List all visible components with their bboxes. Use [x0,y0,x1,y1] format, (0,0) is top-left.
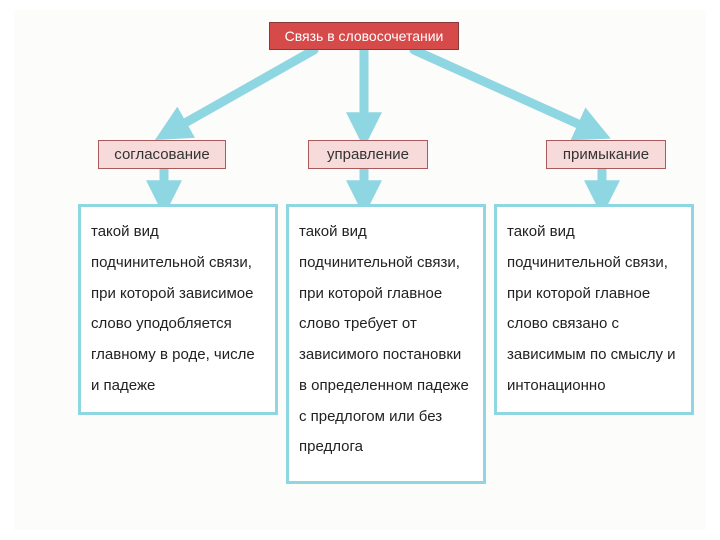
description-text: такой вид подчинительной связи, при кото… [91,223,255,394]
description-text: такой вид подчинительной связи, при кото… [507,223,676,394]
diagram-canvas: Связь в словосочетании согласование управ… [14,10,706,530]
connector-arrow [414,50,596,132]
connector-arrow [169,50,314,132]
type-label: примыкание [563,146,649,163]
root-label: Связь в словосочетании [285,28,444,44]
type-label: управление [327,146,409,163]
description-node: такой вид подчинительной связи, при кото… [286,204,486,484]
type-node: управление [308,140,428,169]
type-label: согласование [114,146,209,163]
root-node: Связь в словосочетании [269,22,459,50]
description-node: такой вид подчинительной связи, при кото… [78,204,278,415]
description-text: такой вид подчинительной связи, при кото… [299,223,469,455]
arrow-group [164,50,602,200]
type-node: согласование [98,140,226,169]
type-node: примыкание [546,140,666,169]
description-node: такой вид подчинительной связи, при кото… [494,204,694,415]
